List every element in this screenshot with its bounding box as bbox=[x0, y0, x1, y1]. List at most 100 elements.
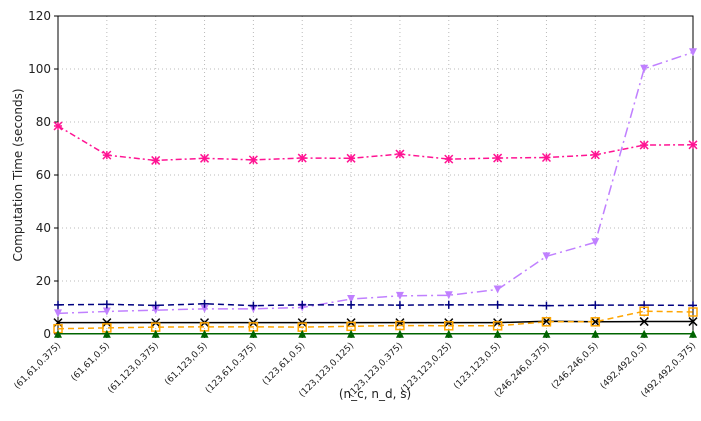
marker bbox=[346, 153, 356, 163]
marker bbox=[541, 317, 552, 327]
marker bbox=[298, 329, 307, 338]
marker-tri bbox=[640, 64, 649, 73]
marker-stroke bbox=[248, 155, 258, 165]
marker bbox=[347, 295, 356, 304]
marker-stroke bbox=[444, 154, 454, 164]
marker bbox=[102, 300, 111, 309]
marker-stroke bbox=[688, 317, 698, 327]
marker bbox=[151, 306, 160, 315]
marker bbox=[591, 329, 600, 338]
marker-stroke bbox=[102, 150, 112, 160]
marker-square bbox=[688, 307, 698, 317]
marker bbox=[102, 318, 112, 328]
marker bbox=[542, 329, 551, 338]
marker bbox=[54, 309, 62, 318]
marker bbox=[590, 317, 600, 327]
marker-tri bbox=[591, 329, 600, 338]
marker bbox=[444, 300, 453, 309]
marker-tri bbox=[102, 307, 111, 316]
marker bbox=[688, 140, 698, 150]
marker bbox=[248, 155, 258, 165]
marker-stroke bbox=[590, 150, 600, 160]
marker bbox=[639, 317, 649, 327]
y-tick-label: 60 bbox=[36, 168, 51, 182]
marker-tri bbox=[444, 329, 453, 338]
marker bbox=[689, 329, 697, 338]
marker bbox=[395, 149, 405, 159]
marker-tri bbox=[298, 329, 307, 338]
marker bbox=[493, 285, 502, 294]
marker bbox=[688, 317, 698, 327]
marker-tri bbox=[395, 329, 404, 338]
marker-square bbox=[639, 306, 649, 316]
marker bbox=[298, 300, 307, 309]
marker-tri bbox=[347, 295, 356, 304]
marker bbox=[640, 64, 649, 73]
x-tick-label: (61,61,0.375) bbox=[13, 341, 64, 392]
marker bbox=[493, 153, 503, 163]
marker-square bbox=[395, 320, 405, 331]
x-tick-label: (123,61,0.5) bbox=[261, 341, 307, 387]
marker bbox=[688, 307, 698, 317]
x-tick-label: (123,123,0.25) bbox=[399, 341, 454, 396]
marker-stroke bbox=[444, 318, 454, 328]
marker-stroke bbox=[151, 155, 161, 165]
marker bbox=[297, 153, 307, 163]
marker bbox=[444, 329, 453, 338]
y-tick-label: 120 bbox=[28, 9, 51, 23]
y-axis-label: Computation Time (seconds) bbox=[11, 88, 25, 261]
marker-stroke bbox=[493, 318, 503, 328]
marker-tri bbox=[54, 329, 62, 338]
marker-tri bbox=[395, 291, 404, 300]
marker bbox=[541, 316, 551, 326]
x-tick-label: (246,246,0.375) bbox=[493, 341, 552, 400]
marker bbox=[639, 306, 649, 316]
marker-square bbox=[590, 317, 601, 327]
marker-stroke bbox=[639, 317, 649, 327]
marker-tri bbox=[689, 48, 697, 57]
marker-stroke bbox=[53, 121, 63, 131]
marker bbox=[53, 121, 63, 131]
series-line bbox=[57, 303, 694, 307]
marker-tri bbox=[542, 329, 551, 338]
marker-tri bbox=[591, 238, 600, 247]
marker-tri bbox=[640, 329, 649, 338]
series-line bbox=[58, 320, 693, 324]
marker bbox=[249, 329, 258, 338]
marker bbox=[54, 329, 62, 338]
marker bbox=[200, 299, 209, 308]
marker-tri bbox=[347, 329, 356, 338]
marker bbox=[200, 153, 210, 163]
marker-tri bbox=[102, 329, 111, 338]
y-tick-label: 40 bbox=[36, 221, 51, 235]
plot-frame bbox=[57, 15, 694, 335]
marker bbox=[444, 154, 454, 164]
marker bbox=[590, 150, 600, 160]
marker-stroke bbox=[102, 318, 112, 328]
marker bbox=[151, 301, 160, 310]
marker-tri bbox=[493, 329, 502, 338]
x-axis-label: (n_c, n_d, s) bbox=[339, 387, 411, 401]
marker-stroke bbox=[395, 149, 405, 159]
marker-tri bbox=[54, 309, 62, 318]
series-line bbox=[57, 310, 694, 330]
x-tick-label: (61,123,0.375) bbox=[106, 341, 161, 396]
marker bbox=[200, 304, 209, 313]
marker bbox=[102, 150, 112, 160]
marker bbox=[493, 300, 502, 309]
marker-stroke bbox=[297, 153, 307, 163]
marker bbox=[151, 155, 161, 165]
marker-tri bbox=[689, 329, 697, 338]
y-tick-label: 20 bbox=[36, 274, 51, 288]
y-tick-label: 0 bbox=[43, 327, 51, 341]
x-tick-label: (123,123,0.5) bbox=[452, 341, 503, 392]
series-line bbox=[57, 51, 694, 315]
marker bbox=[640, 329, 649, 338]
marker-tri bbox=[200, 304, 209, 313]
marker bbox=[689, 48, 697, 57]
y-tick-label: 100 bbox=[28, 62, 51, 76]
marker-tri bbox=[493, 285, 502, 294]
marker-tri bbox=[542, 252, 551, 261]
